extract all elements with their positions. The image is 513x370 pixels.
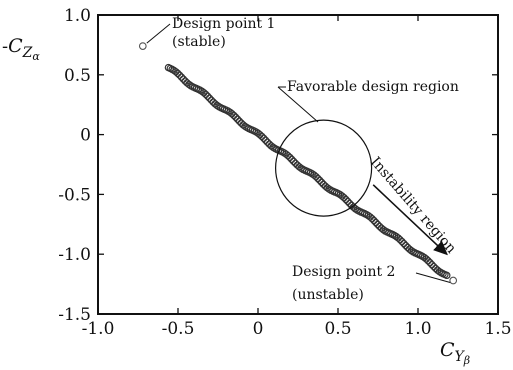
- data-point: [241, 122, 249, 131]
- data-point: [261, 136, 270, 144]
- data-points: [138, 42, 458, 285]
- data-point: [351, 205, 359, 213]
- x-tick-label: 0: [253, 319, 264, 339]
- annotations: Design point 1 (stable) Design point 2 (uns…: [146, 16, 459, 303]
- data-point: [316, 176, 324, 185]
- x-tick-label: -0.5: [162, 319, 195, 339]
- x-ticks: -1.0 -0.5 0 0.5 1.0 1.5: [82, 15, 512, 339]
- data-point: [207, 96, 216, 104]
- data-point: [342, 195, 350, 204]
- data-point: [370, 216, 378, 225]
- y-ticks: 1.0 0.5 0 -0.5 -1.0 -1.5: [58, 6, 498, 325]
- plot-frame: [97, 14, 499, 315]
- leader-line-favorable-region: [277, 86, 319, 123]
- leader-line-design-point-1: [146, 23, 171, 44]
- data-point: [426, 258, 434, 267]
- data-point: [398, 237, 406, 246]
- favorable-region-label: Favorable design region: [287, 79, 459, 95]
- data-point: [258, 132, 266, 141]
- design-point-1-sublabel: (stable): [172, 34, 226, 50]
- data-point: [379, 225, 387, 234]
- design-point-1-label: Design point 1: [172, 16, 275, 32]
- data-point: [372, 218, 380, 227]
- data-point: [230, 111, 238, 120]
- design-point-2-label: Design point 2: [292, 264, 395, 280]
- data-point: [213, 101, 221, 110]
- design-point-marker: [138, 42, 147, 50]
- data-point: [317, 178, 326, 187]
- data-point: [177, 73, 186, 81]
- data-point: [368, 214, 376, 223]
- instability-region-label: Instability region: [367, 154, 459, 257]
- data-point: [400, 239, 408, 248]
- x-tick-label: 1.0: [404, 319, 431, 339]
- instability-arrow: [372, 184, 448, 256]
- y-tick-label: -0.5: [58, 185, 91, 205]
- data-point: [407, 246, 415, 255]
- y-axis-label: -CZα: [2, 35, 40, 63]
- x-tick-label: -1.0: [82, 319, 115, 339]
- data-point: [233, 115, 242, 123]
- data-point: [289, 157, 298, 166]
- data-point: [312, 172, 320, 181]
- data-point: [286, 153, 294, 162]
- design-point-marker: [449, 276, 458, 285]
- data-point: [340, 193, 348, 202]
- y-tick-label: -1.0: [58, 245, 91, 265]
- data-point: [203, 92, 212, 100]
- data-point: [288, 155, 296, 164]
- data-point: [373, 220, 382, 229]
- data-point: [231, 113, 240, 121]
- data-point: [443, 271, 451, 280]
- data-point: [179, 75, 188, 83]
- favorable-region-circle: [275, 119, 373, 217]
- data-point: [202, 90, 210, 99]
- data-point: [284, 151, 292, 160]
- data-point: [345, 199, 354, 208]
- data-point: [344, 197, 352, 206]
- data-point: [424, 256, 432, 265]
- design-point-2-sublabel: (unstable): [292, 287, 364, 303]
- data-point: [205, 94, 214, 102]
- y-tick-label: 0.5: [64, 66, 91, 86]
- x-tick-label: 0.5: [324, 319, 351, 339]
- x-axis-label: CYβ: [440, 339, 470, 367]
- data-point: [175, 71, 184, 79]
- x-tick-label: 1.5: [484, 319, 511, 339]
- y-tick-label: -1.5: [58, 305, 91, 325]
- data-point: [428, 260, 436, 269]
- data-point: [174, 69, 182, 78]
- data-point: [396, 235, 404, 244]
- data-point: [259, 134, 268, 143]
- data-point: [314, 174, 322, 183]
- leader-line-design-point-2: [415, 272, 451, 283]
- y-tick-label: 0: [80, 126, 91, 146]
- data-point: [185, 80, 193, 89]
- y-tick-label: 1.0: [64, 6, 91, 26]
